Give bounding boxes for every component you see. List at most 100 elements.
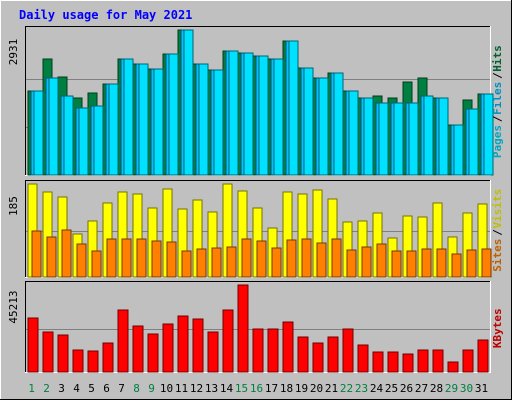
bar [406,250,417,278]
legend-separator: / [491,72,504,79]
bar [61,229,72,278]
legend-files: Files [491,82,504,115]
bar [168,53,179,176]
legend-hits: Hits [491,45,504,72]
y-max-label: 185 [7,196,20,216]
bar [27,317,39,373]
bar [408,102,419,176]
x-tick-label: 3 [58,382,65,395]
x-tick-label: 20 [310,382,323,395]
bar [312,342,324,373]
panel-kbytes: 45213 KBytes [7,281,504,373]
bar [483,93,494,176]
bar [378,102,389,176]
bar [138,63,149,176]
x-tick-label: 24 [370,382,384,395]
bar [318,77,329,176]
chart-title: Daily usage for May 2021 [19,8,192,22]
bar [387,351,399,373]
bar [237,284,249,373]
bar [438,97,449,176]
bar [33,90,44,176]
bar [166,241,177,278]
legend-sites: Sites [491,239,504,272]
bar [132,325,144,373]
bar [31,230,42,278]
x-tick-label: 17 [265,382,278,395]
bar [436,248,447,278]
bar [57,334,69,373]
bar [402,353,414,373]
bar [421,248,432,278]
series-pages [33,29,494,176]
legend-visits: Visits [491,189,504,229]
bar [327,336,339,373]
x-tick-label: 13 [205,382,218,395]
series-sites [31,229,492,278]
bar [372,351,384,373]
bar [46,236,57,278]
bar [331,238,342,278]
bar [357,344,369,373]
legend-pages: Pages [491,125,504,158]
legend-kbytes: KBytes [491,308,504,348]
x-tick-label: 27 [415,382,428,395]
x-tick-label: 30 [460,382,473,395]
x-tick-label: 19 [295,382,308,395]
bar [286,239,297,278]
x-tick-label: 15 [235,382,248,395]
bar [196,248,207,278]
bar [391,250,402,278]
legend-separator: / [491,229,504,236]
bar [333,72,344,176]
bar [303,67,314,176]
x-axis-tick-labels: 1 2 3 4 5 6 7 8 9 10 11 12 13 14 15 16 17 18 19 20 21 22 23 24 2… [28,382,488,395]
x-tick-label: 14 [220,382,234,395]
x-tick-label: 18 [280,382,293,395]
bar [78,107,89,176]
bar [42,331,54,373]
bar [76,243,87,278]
bar [267,328,279,373]
bar [63,95,74,176]
x-tick-label: 10 [160,382,173,395]
bar [346,249,357,278]
bar [301,238,312,278]
bar [361,246,372,278]
x-tick-label: 16 [250,382,263,395]
bar [273,58,284,176]
x-tick-label: 2 [43,382,50,395]
y-max-label: 2931 [7,39,20,66]
x-tick-label: 26 [400,382,413,395]
x-tick-label: 25 [385,382,398,395]
x-tick-label: 28 [430,382,443,395]
bar [423,95,434,176]
bar [151,240,162,278]
bar [87,350,99,373]
x-tick-label: 11 [175,382,188,395]
bar [183,29,194,176]
bar [363,97,374,176]
bar [451,253,462,278]
bar [153,68,164,176]
bar [72,349,84,373]
bar [102,342,114,373]
bar [462,349,474,373]
bar [228,50,239,176]
bar [316,242,327,278]
x-tick-label: 4 [73,382,80,395]
bar [417,349,429,373]
bar [466,249,477,278]
bar [348,90,359,176]
bar [243,52,254,176]
bar [106,238,117,278]
bar [342,328,354,373]
bar [282,321,294,373]
bar [121,238,132,278]
x-tick-label: 12 [190,382,203,395]
x-tick-label: 29 [445,382,458,395]
bar [432,349,444,373]
bar [117,309,129,373]
